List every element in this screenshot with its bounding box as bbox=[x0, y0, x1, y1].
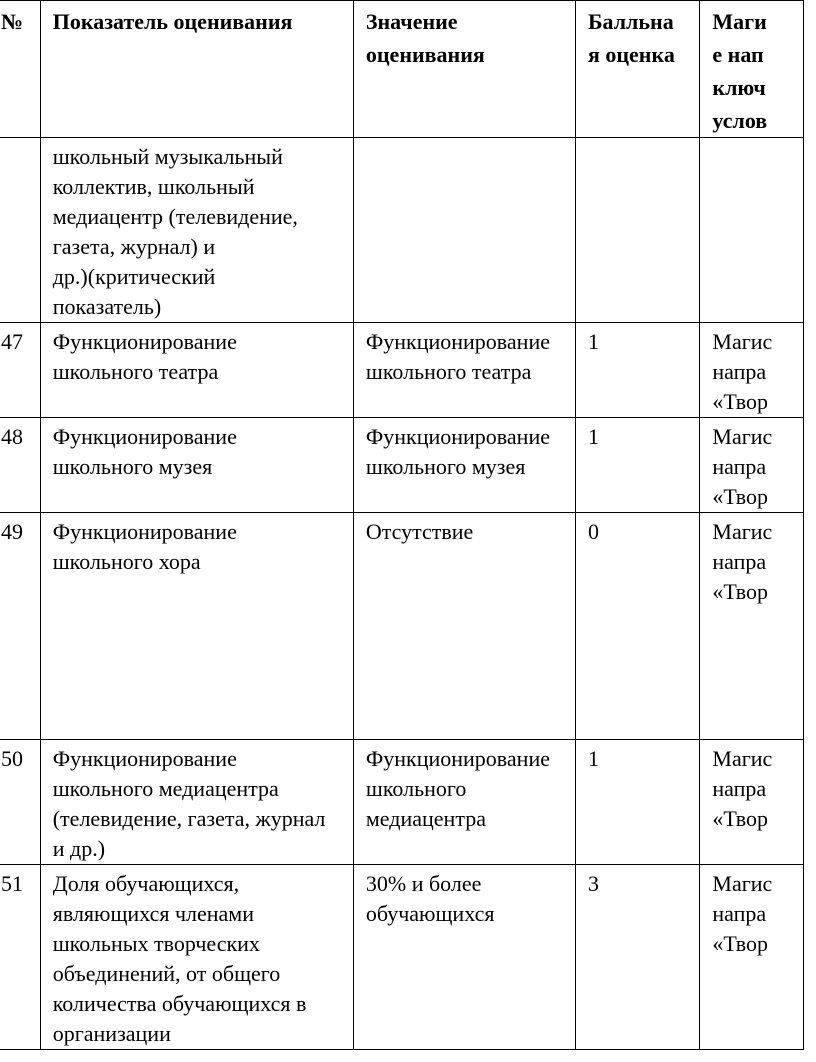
header-line: ключ bbox=[712, 75, 766, 100]
cell-line: медиацентр (телевидение, bbox=[52, 204, 298, 229]
header-line: Маги bbox=[712, 9, 767, 34]
cell-line: школьного хора bbox=[52, 549, 201, 574]
cell-line: количества обучающихся в bbox=[52, 991, 307, 1016]
cell-line: школьного медиацентра bbox=[52, 776, 279, 801]
cell-line: газета, журнал) и bbox=[52, 234, 216, 259]
cell-line: показатель) bbox=[52, 294, 162, 319]
header-score: Балльна я оценка bbox=[574, 0, 701, 138]
evaluation-table: № Показатель оценивания Значение оцениван… bbox=[0, 0, 804, 1050]
row-number: 47 bbox=[0, 322, 41, 418]
cell-line: школьного театра bbox=[365, 359, 532, 384]
header-row: № Показатель оценивания Значение оцениван… bbox=[0, 0, 804, 138]
cell-line: Функционирование bbox=[52, 424, 237, 449]
score-cell: 3 bbox=[574, 864, 701, 1050]
cell-line: 30% и более bbox=[365, 871, 482, 896]
value-cell: Функционирование школьного театра bbox=[352, 322, 576, 418]
table-row: 48 Функционирование школьного музея Функцио… bbox=[0, 417, 804, 513]
cell-line: Магис bbox=[712, 871, 773, 896]
score-cell: 1 bbox=[574, 322, 701, 418]
value-cell bbox=[352, 137, 576, 323]
cell-line: школьного музея bbox=[365, 454, 526, 479]
row-number: 49 bbox=[0, 512, 41, 740]
header-line: услов bbox=[712, 108, 768, 133]
cell-line: напра bbox=[712, 901, 767, 926]
value-cell: Функционирование школьного музея bbox=[352, 417, 576, 513]
cell-line: др.)(критический bbox=[52, 264, 216, 289]
cell-line: «Твор bbox=[712, 389, 768, 414]
indicator-cell: Функционирование школьного медиацентра (те… bbox=[39, 739, 354, 865]
cell-line: «Твор bbox=[712, 579, 768, 604]
cell-line: и др.) bbox=[52, 836, 106, 861]
cell-line: медиацентра bbox=[365, 806, 486, 831]
direction-cell: Магис напра «Твор bbox=[699, 322, 804, 418]
direction-cell bbox=[699, 137, 804, 323]
cell-line: Доля обучающихся, bbox=[52, 871, 240, 896]
cell-line: школьного театра bbox=[52, 359, 219, 384]
cell-line: «Твор bbox=[712, 484, 768, 509]
table-row: 50 Функционирование школьного медиацентра (… bbox=[0, 739, 804, 865]
direction-cell: Магис напра «Твор bbox=[699, 512, 804, 740]
direction-cell: Магис напра «Твор bbox=[699, 417, 804, 513]
header-line: Значение bbox=[365, 9, 458, 34]
header-line: е нап bbox=[712, 42, 764, 67]
cell-line: Функционирование bbox=[365, 329, 550, 354]
cell-line: напра bbox=[712, 549, 767, 574]
table-row: школьный музыкальный коллектив, школьный м… bbox=[0, 137, 804, 323]
direction-cell: Магис напра «Твор bbox=[699, 864, 804, 1050]
cell-line: Магис bbox=[712, 424, 773, 449]
cell-line: Отсутствие bbox=[365, 519, 474, 544]
indicator-cell: Доля обучающихся, являющихся членами школь… bbox=[39, 864, 354, 1050]
header-line: я оценка bbox=[587, 42, 675, 67]
cell-line: школьного bbox=[365, 776, 467, 801]
cell-line: обучающихся bbox=[365, 901, 495, 926]
score-cell: 1 bbox=[574, 417, 701, 513]
table-row: 51 Доля обучающихся, являющихся членами шко… bbox=[0, 864, 804, 1050]
header-line: оценивания bbox=[365, 42, 485, 67]
direction-cell: Магис напра «Твор bbox=[699, 739, 804, 865]
indicator-cell: школьный музыкальный коллектив, школьный м… bbox=[39, 137, 354, 323]
cell-line: напра bbox=[712, 454, 767, 479]
cell-line: «Твор bbox=[712, 931, 768, 956]
cell-line: Функционирование bbox=[365, 746, 550, 771]
cell-line: объединений, от общего bbox=[52, 961, 281, 986]
cell-line: школьный музыкальный bbox=[52, 144, 283, 169]
cell-line: Функционирование bbox=[52, 746, 237, 771]
cell-line: «Твор bbox=[712, 806, 768, 831]
value-cell: 30% и более обучающихся bbox=[352, 864, 576, 1050]
cell-line: являющихся членами bbox=[52, 901, 254, 926]
header-line: Балльна bbox=[587, 9, 674, 34]
row-number: 51 bbox=[0, 864, 41, 1050]
cell-line: коллектив, школьный bbox=[52, 174, 255, 199]
cell-line: Магис bbox=[712, 519, 773, 544]
cell-line: Функционирование bbox=[52, 519, 237, 544]
cell-line: напра bbox=[712, 359, 767, 384]
cell-line: Функционирование bbox=[365, 424, 550, 449]
row-number: 50 bbox=[0, 739, 41, 865]
row-number bbox=[0, 137, 41, 323]
indicator-cell: Функционирование школьного музея bbox=[39, 417, 354, 513]
score-cell: 0 bbox=[574, 512, 701, 740]
header-value: Значение оценивания bbox=[352, 0, 576, 138]
header-indicator: Показатель оценивания bbox=[39, 0, 354, 138]
cell-line: Функционирование bbox=[52, 329, 237, 354]
header-number: № bbox=[0, 0, 41, 138]
table-row: 49 Функционирование школьного хора Отсутств… bbox=[0, 512, 804, 740]
value-cell: Функционирование школьного медиацентра bbox=[352, 739, 576, 865]
header-line: Показатель оценивания bbox=[52, 9, 293, 34]
header-direction: Маги е нап ключ услов bbox=[699, 0, 804, 138]
row-number: 48 bbox=[0, 417, 41, 513]
score-cell: 1 bbox=[574, 739, 701, 865]
indicator-cell: Функционирование школьного театра bbox=[39, 322, 354, 418]
cell-line: школьного музея bbox=[52, 454, 213, 479]
cell-line: напра bbox=[712, 776, 767, 801]
cell-line: Магис bbox=[712, 746, 773, 771]
cell-line: (телевидение, газета, журнал bbox=[52, 806, 326, 831]
cell-line: Магис bbox=[712, 329, 773, 354]
table-row: 47 Функционирование школьного театра Функци… bbox=[0, 322, 804, 418]
cell-line: школьных творческих bbox=[52, 931, 260, 956]
value-cell: Отсутствие bbox=[352, 512, 576, 740]
cell-line: организации bbox=[52, 1021, 171, 1046]
score-cell bbox=[574, 137, 701, 323]
indicator-cell: Функционирование школьного хора bbox=[39, 512, 354, 740]
